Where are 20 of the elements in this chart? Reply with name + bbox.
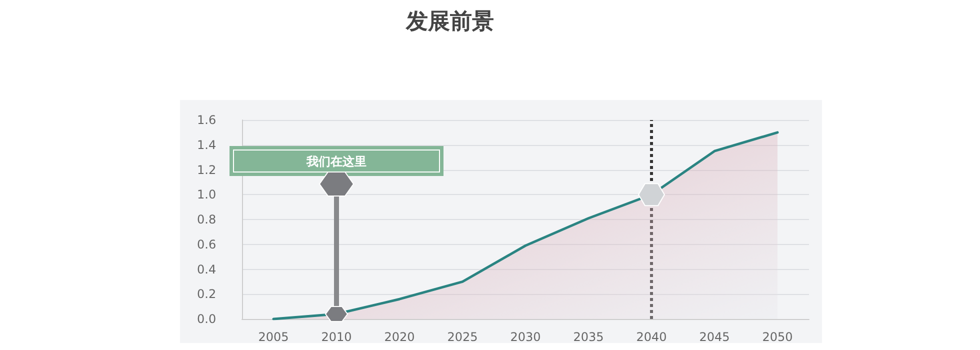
y-tick-label: 1.4: [197, 138, 216, 152]
x-tick-label: 2020: [384, 330, 415, 344]
x-tick-label: 2025: [447, 330, 478, 344]
x-tick-label: 2035: [573, 330, 604, 344]
x-tick-label: 2005: [258, 330, 289, 344]
x-tick-label: 2030: [510, 330, 541, 344]
y-tick-label: 1.6: [197, 113, 216, 127]
x-tick-label: 2040: [636, 330, 667, 344]
y-tick-label: 0.6: [197, 237, 216, 252]
y-tick-label: 0.0: [197, 312, 216, 326]
y-tick-label: 0.8: [197, 212, 216, 226]
x-tick-label: 2045: [699, 330, 730, 344]
annotation: 我们在这里: [306, 154, 366, 168]
y-tick-label: 1.0: [197, 188, 216, 202]
y-tick-label: 0.4: [197, 262, 216, 276]
chart-title: 发展前景: [405, 10, 494, 34]
y-tick-label: 0.2: [197, 287, 216, 302]
y-tick-label: 1.2: [197, 162, 216, 177]
x-tick-label: 2050: [762, 330, 793, 344]
x-tick-label: 2010: [321, 330, 352, 344]
